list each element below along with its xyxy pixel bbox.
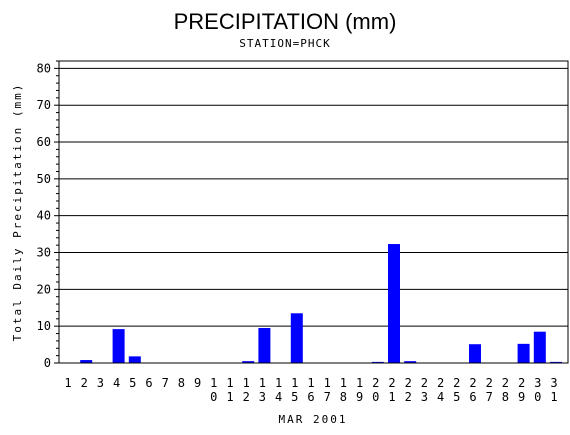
bar-day-15 xyxy=(290,313,303,363)
bar-day-13 xyxy=(258,328,271,363)
bar-day-20 xyxy=(371,361,384,363)
x-tick-labels: 1 2 3 4 5 6 7 8 9 1 01 11 21 31 41 51 61 71 81 92 02 12 22 32 42… xyxy=(64,376,557,404)
y-tick-label: 20 xyxy=(37,282,51,296)
y-tick-label: 30 xyxy=(37,246,51,260)
y-axis-label: Total Daily Precipitation (mm) xyxy=(11,83,24,342)
y-tick-label: 10 xyxy=(37,319,51,333)
bar-day-22 xyxy=(404,361,417,363)
x-tick-label: 3 xyxy=(97,376,104,390)
bar-day-21 xyxy=(388,244,400,363)
y-tick-label: 70 xyxy=(37,98,51,112)
bar-day-26 xyxy=(469,344,481,363)
x-tick-label: 5 xyxy=(129,376,136,390)
chart-title: PRECIPITATION (mm) xyxy=(174,9,397,34)
y-tick-label: 50 xyxy=(37,172,51,186)
y-tick-label: 40 xyxy=(37,209,51,223)
y-tick-label: 0 xyxy=(44,356,51,370)
plot-frame xyxy=(58,60,569,364)
y-tick-labels: 0 10 20 30 40 50 60 70 80 xyxy=(37,61,51,370)
bar-day-12 xyxy=(242,361,255,363)
bar-day-31 xyxy=(550,361,562,363)
bar-day-5 xyxy=(128,356,141,363)
bars xyxy=(80,244,562,363)
y-tick-label: 80 xyxy=(37,61,51,75)
bar-day-2 xyxy=(80,360,93,363)
x-tick-label: 1 xyxy=(64,376,71,390)
x-tick-label: 7 xyxy=(162,376,169,390)
y-tick-label: 60 xyxy=(37,135,51,149)
bar-day-29 xyxy=(517,343,530,363)
bar-day-30 xyxy=(533,331,546,363)
gridlines xyxy=(54,67,568,364)
chart-subtitle: STATION=PHCK xyxy=(239,37,330,50)
x-axis-label: MAR 2001 xyxy=(279,413,348,426)
x-tick-label: 4 xyxy=(113,376,120,390)
bar-day-4 xyxy=(112,329,125,363)
x-tick-label: 6 xyxy=(145,376,152,390)
x-tick-label: 2 xyxy=(81,376,88,390)
x-tick-label: 9 xyxy=(194,376,201,390)
x-tick-label: 8 xyxy=(178,376,185,390)
